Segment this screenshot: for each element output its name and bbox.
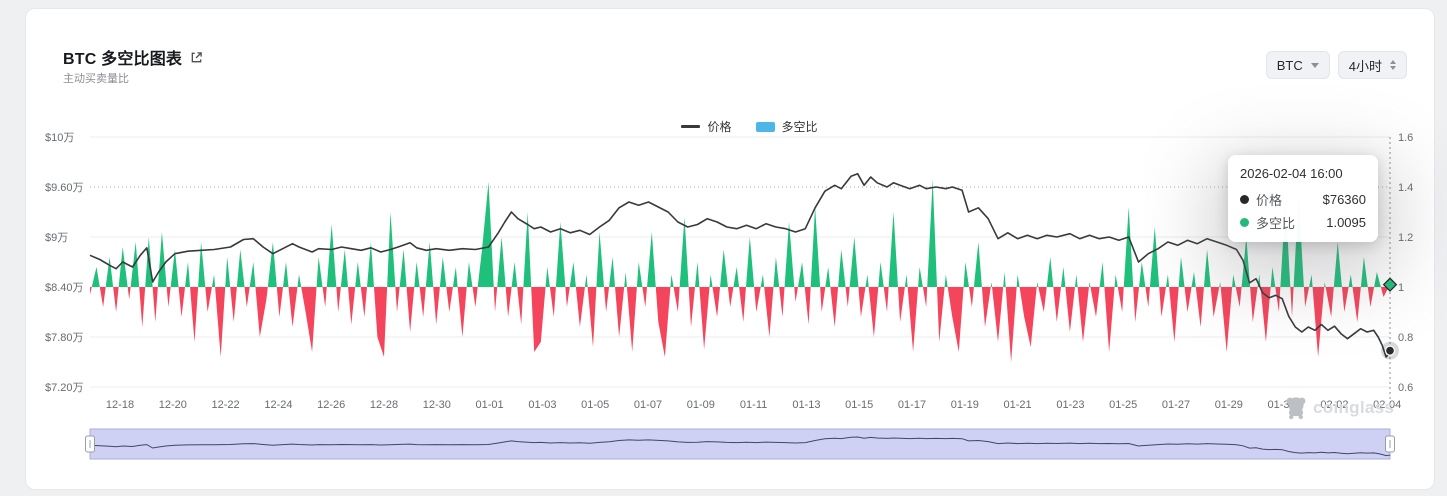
ratio-area-down: [90, 287, 1390, 362]
price-marker-dot: [1384, 345, 1396, 356]
price-line: [89, 172, 1391, 358]
x-axis-tick-label: 12-28: [370, 399, 398, 411]
x-axis-tick-label: 12-22: [212, 399, 240, 411]
legend-price-label: 价格: [707, 120, 732, 134]
ratio-area-up: [90, 179, 1390, 287]
ratio-dot-icon: [1240, 218, 1249, 227]
x-axis-tick-label: 01-09: [687, 399, 715, 411]
x-axis-tick-label: 01-11: [740, 399, 767, 411]
left-axis-tick-label: $7.20万: [45, 382, 84, 394]
ratio-bar-marker: [755, 121, 775, 132]
legend: 价格 多空比: [26, 118, 1447, 135]
x-axis-tick-label: 01-19: [951, 399, 979, 411]
right-axis-tick-label: 0.6: [1398, 382, 1413, 394]
x-axis-tick-label: 12-24: [264, 399, 292, 411]
interval-select-value: 4小时: [1348, 58, 1382, 74]
x-axis-tick-label: 02-02: [1320, 399, 1348, 411]
right-axis-tick-label: 1.6: [1398, 132, 1413, 144]
right-axis-tick-label: 1: [1398, 282, 1404, 294]
x-axis-tick-label: 12-20: [159, 399, 187, 411]
page-title: BTC 多空比图表: [63, 51, 183, 68]
tooltip-timestamp: 2026-02-04 16:00: [1240, 166, 1343, 181]
x-axis-tick-label: 12-26: [317, 399, 345, 411]
chart-card: BTC 多空比图表 主动买卖量比 BTC 4小时 价格 多空比: [25, 8, 1435, 490]
legend-item-ratio[interactable]: 多空比: [755, 118, 818, 135]
watermark-text: coinglass: [1313, 397, 1395, 417]
x-axis-tick-label: 01-05: [581, 399, 609, 411]
legend-item-price[interactable]: 价格: [681, 118, 732, 135]
right-axis-tick-label: 0.8: [1398, 332, 1413, 344]
x-axis-tick-label: 02-04: [1373, 399, 1401, 411]
x-axis-tick-label: 01-17: [898, 399, 926, 411]
ratio-crosshair-diamond: [1382, 277, 1398, 292]
tooltip-ratio-value: 1.0095: [1326, 215, 1366, 230]
x-axis-tick-label: 01-23: [1056, 399, 1084, 411]
tooltip-row-price: 价格 $76360: [1240, 190, 1366, 209]
symbol-select[interactable]: BTC: [1265, 51, 1330, 79]
x-axis-tick-label: 12-18: [106, 399, 134, 411]
price-line-marker: [681, 125, 701, 128]
tooltip-ratio-label: 多空比: [1256, 216, 1296, 231]
left-axis-tick-label: $9.60万: [45, 182, 84, 194]
tooltip: 2026-02-04 16:00 价格 $76360 多空比 1.0095: [1228, 155, 1378, 242]
left-axis-tick-label: $10万: [45, 132, 74, 144]
x-axis-tick-label: 01-13: [792, 399, 820, 411]
legend-ratio-label: 多空比: [781, 120, 818, 134]
x-axis-tick-label: 01-29: [1215, 399, 1243, 411]
chart-subtitle: 主动买卖量比: [63, 73, 129, 85]
x-axis-tick-label: 01-25: [1109, 399, 1137, 411]
x-axis-tick-label: 12-30: [423, 399, 451, 411]
x-axis-tick-label: 01-01: [476, 399, 504, 411]
x-axis-tick-label: 01-03: [528, 399, 556, 411]
navigator-price-line: [89, 436, 1391, 457]
price-dot-icon: [1240, 195, 1249, 204]
coinglass-bear-icon: [1286, 397, 1306, 420]
watermark: coinglass: [1284, 395, 1394, 420]
tooltip-price-label: 价格: [1256, 193, 1283, 208]
left-axis-tick-label: $8.40万: [45, 282, 84, 294]
x-axis-tick-label: 01-15: [845, 399, 873, 411]
interval-select[interactable]: 4小时: [1337, 51, 1407, 79]
left-axis-tick-label: $9万: [45, 232, 68, 244]
right-axis-tick-label: 1.2: [1398, 232, 1413, 244]
left-axis-tick-label: $7.80万: [45, 332, 84, 344]
tooltip-price-value: $76360: [1322, 192, 1366, 207]
sort-updown-icon: [1390, 60, 1396, 70]
right-axis-tick-label: 1.4: [1398, 182, 1413, 194]
tooltip-row-ratio: 多空比 1.0095: [1240, 213, 1366, 232]
x-axis-tick-label: 01-07: [634, 399, 662, 411]
x-axis-tick-label: 01-21: [1004, 399, 1032, 411]
external-link-icon[interactable]: [190, 51, 203, 64]
chevron-down-icon: [1310, 62, 1319, 68]
chart-plot-area[interactable]: [90, 137, 1390, 387]
symbol-select-value: BTC: [1276, 57, 1303, 73]
x-axis-tick-label: 01-27: [1162, 399, 1190, 411]
